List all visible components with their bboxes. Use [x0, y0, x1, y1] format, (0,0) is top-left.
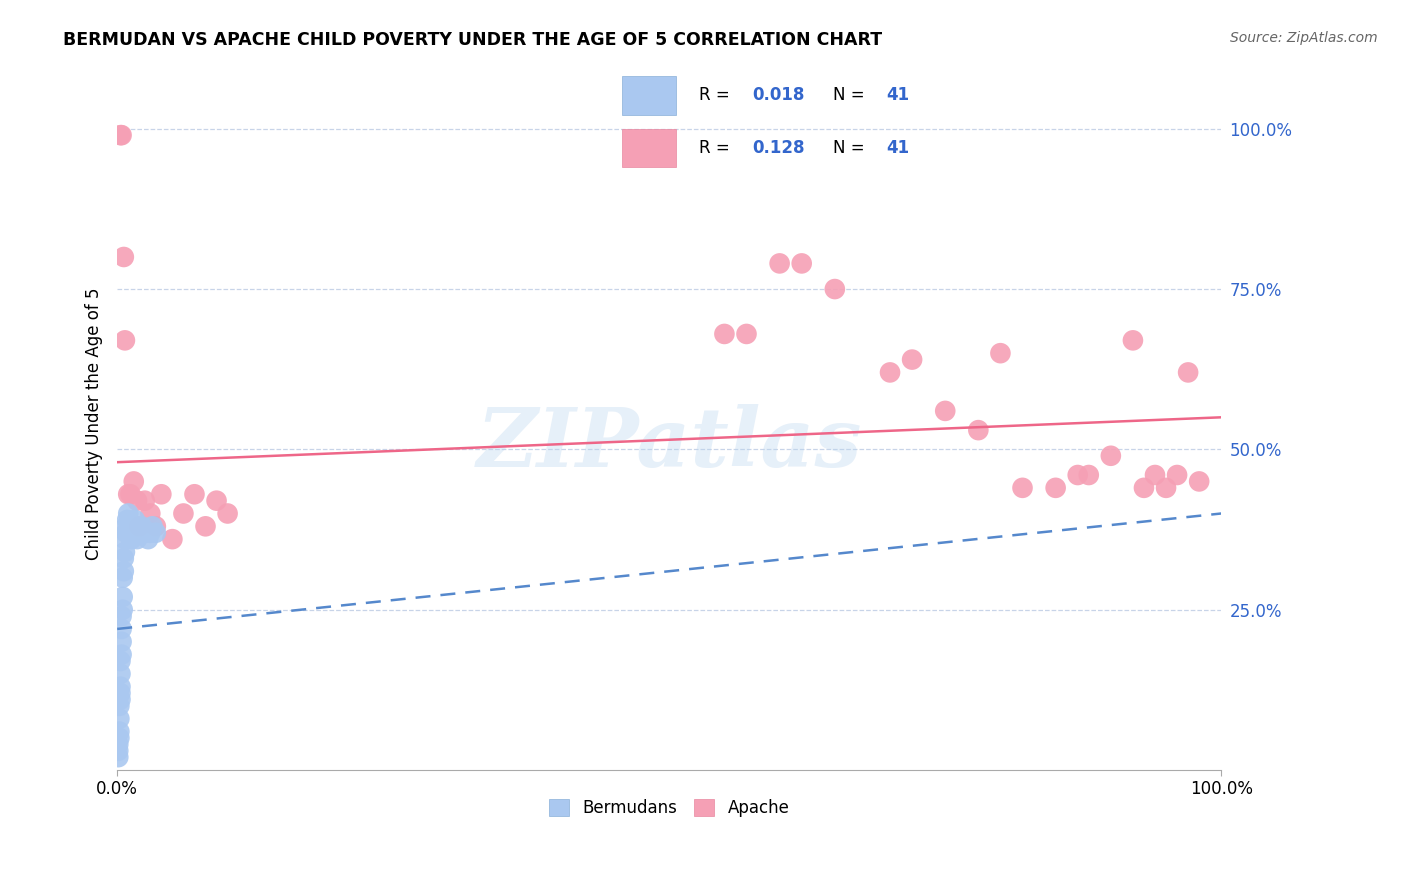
- Point: [134, 493, 156, 508]
- Point: [139, 507, 162, 521]
- Point: [901, 352, 924, 367]
- Point: [879, 366, 901, 380]
- Point: [990, 346, 1012, 360]
- Point: [1143, 468, 1166, 483]
- Point: [114, 545, 136, 559]
- Text: N =: N =: [832, 139, 870, 157]
- Point: [134, 525, 156, 540]
- FancyBboxPatch shape: [621, 76, 676, 115]
- Point: [139, 525, 162, 540]
- Point: [111, 603, 134, 617]
- Point: [110, 666, 132, 681]
- Point: [125, 493, 148, 508]
- Point: [110, 622, 132, 636]
- Point: [131, 519, 153, 533]
- Point: [108, 712, 131, 726]
- Text: R =: R =: [700, 87, 735, 104]
- FancyBboxPatch shape: [621, 128, 676, 168]
- Point: [114, 532, 136, 546]
- Point: [112, 551, 135, 566]
- Point: [768, 256, 790, 270]
- Point: [117, 507, 139, 521]
- Point: [205, 493, 228, 508]
- Point: [107, 744, 129, 758]
- Point: [112, 564, 135, 578]
- Point: [110, 648, 132, 662]
- Point: [735, 326, 758, 341]
- Point: [1045, 481, 1067, 495]
- Point: [1154, 481, 1177, 495]
- Point: [194, 519, 217, 533]
- Point: [110, 692, 132, 706]
- Point: [145, 525, 167, 540]
- Point: [150, 487, 173, 501]
- Point: [128, 519, 150, 533]
- Point: [122, 519, 145, 533]
- Point: [110, 609, 132, 624]
- Point: [107, 750, 129, 764]
- Point: [115, 525, 138, 540]
- Text: BERMUDAN VS APACHE CHILD POVERTY UNDER THE AGE OF 5 CORRELATION CHART: BERMUDAN VS APACHE CHILD POVERTY UNDER T…: [63, 31, 883, 49]
- Point: [115, 513, 138, 527]
- Text: 0.128: 0.128: [752, 139, 804, 157]
- Point: [967, 423, 990, 437]
- Point: [145, 519, 167, 533]
- Text: 41: 41: [886, 139, 908, 157]
- Point: [124, 513, 146, 527]
- Point: [1188, 475, 1211, 489]
- Point: [141, 519, 163, 533]
- Point: [172, 507, 194, 521]
- Legend: Bermudans, Apache: Bermudans, Apache: [543, 792, 796, 824]
- Point: [162, 532, 184, 546]
- Point: [790, 256, 813, 270]
- Point: [117, 487, 139, 501]
- Y-axis label: Child Poverty Under the Age of 5: Child Poverty Under the Age of 5: [86, 287, 103, 560]
- Point: [122, 475, 145, 489]
- Text: ZIPatlas: ZIPatlas: [477, 404, 862, 484]
- Text: 41: 41: [886, 87, 908, 104]
- Point: [110, 128, 132, 143]
- Point: [217, 507, 239, 521]
- Text: 0.018: 0.018: [752, 87, 804, 104]
- Point: [118, 519, 141, 533]
- Point: [1122, 334, 1144, 348]
- Point: [1011, 481, 1033, 495]
- Point: [1166, 468, 1188, 483]
- Point: [121, 525, 143, 540]
- Point: [1177, 366, 1199, 380]
- Point: [108, 698, 131, 713]
- Point: [1099, 449, 1122, 463]
- Point: [120, 525, 142, 540]
- Point: [110, 686, 132, 700]
- Point: [125, 532, 148, 546]
- Point: [824, 282, 846, 296]
- Text: Source: ZipAtlas.com: Source: ZipAtlas.com: [1230, 31, 1378, 45]
- Point: [107, 737, 129, 751]
- Point: [934, 404, 956, 418]
- Point: [120, 487, 142, 501]
- Point: [1077, 468, 1099, 483]
- Point: [110, 654, 132, 668]
- Text: R =: R =: [700, 139, 735, 157]
- Point: [114, 334, 136, 348]
- Point: [110, 128, 132, 143]
- Point: [136, 532, 159, 546]
- Point: [115, 519, 138, 533]
- Point: [108, 724, 131, 739]
- Point: [183, 487, 205, 501]
- Point: [112, 250, 135, 264]
- Point: [111, 571, 134, 585]
- Point: [1067, 468, 1090, 483]
- Point: [121, 532, 143, 546]
- Point: [108, 731, 131, 745]
- Point: [111, 590, 134, 604]
- Text: N =: N =: [832, 87, 870, 104]
- Point: [1133, 481, 1156, 495]
- Point: [128, 525, 150, 540]
- Point: [110, 634, 132, 648]
- Point: [110, 680, 132, 694]
- Point: [713, 326, 735, 341]
